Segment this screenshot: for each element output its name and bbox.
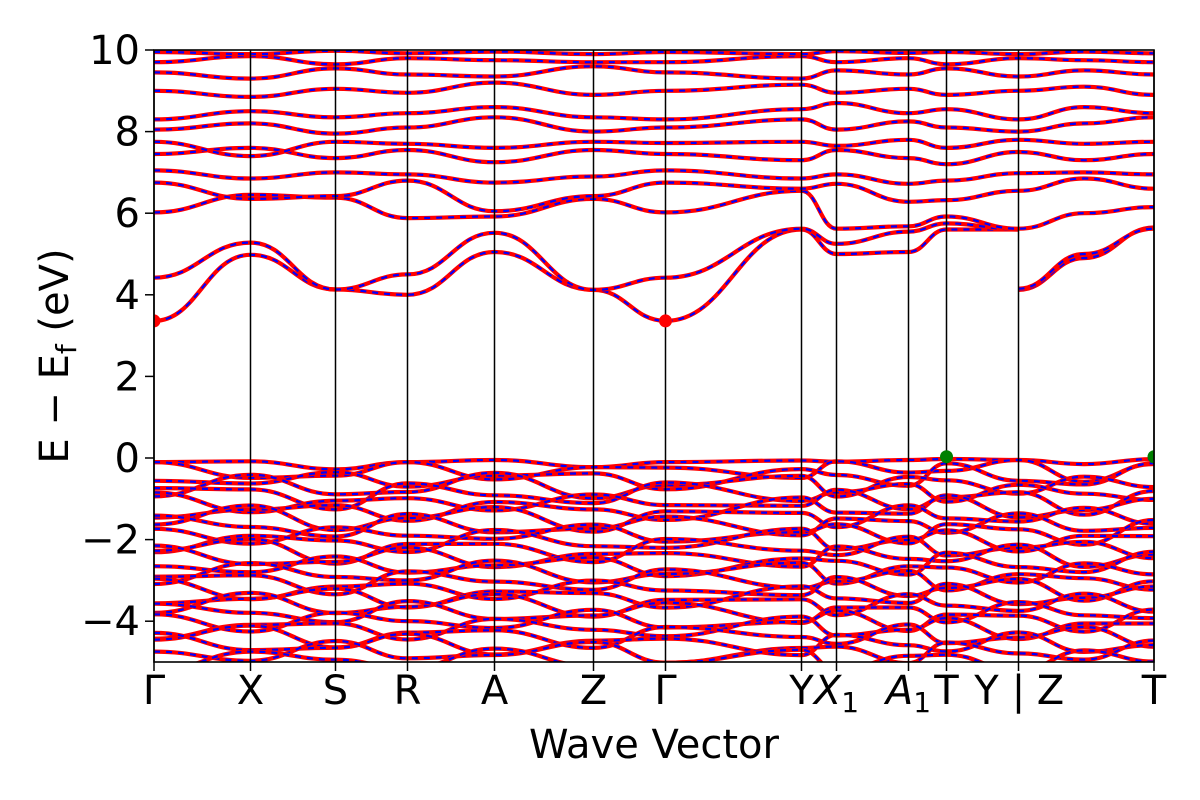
- y-tick-label: 4: [115, 273, 140, 319]
- y-axis-label-subscript: f: [50, 343, 83, 354]
- y-tick-label: 10: [89, 28, 140, 74]
- y-tick-label: 8: [115, 110, 140, 156]
- kpoint-lines: [153, 50, 1155, 662]
- plot-frame: [153, 49, 1155, 663]
- y-tick-label: 6: [115, 191, 140, 237]
- vbm-marker-4: [1147, 450, 1154, 464]
- conduction-band-cb4-spin-up: [154, 176, 1154, 214]
- x-tick-label: S: [323, 668, 348, 714]
- x-tick-label: Γ: [654, 668, 677, 714]
- vbm-marker-3: [940, 450, 953, 464]
- x-tick-label: |: [1012, 668, 1025, 714]
- valence-band-16-spin-down: [154, 568, 1154, 596]
- x-tick-label: Y: [973, 668, 999, 714]
- y-tick-label: 0: [115, 436, 140, 482]
- y-axis-ticks: −4 −2 0 2 4 6 8 10: [81, 28, 154, 645]
- conduction-band-cb1-spin-up: [154, 227, 1019, 324]
- conduction-band-cb12-spin-up: [154, 53, 1154, 67]
- y-tick-label: 2: [115, 354, 140, 400]
- valence-band-25-spin-up: [154, 638, 1154, 662]
- x-tick-label: A1: [883, 668, 931, 719]
- y-axis-label: E − Ef (eV): [32, 248, 83, 463]
- x-tick-label: T: [933, 668, 959, 714]
- y-axis-label-group: E − Ef (eV): [32, 248, 83, 463]
- conduction-band-cb13-spin-up: [154, 50, 1154, 57]
- y-axis-label-main: E − E: [32, 354, 78, 464]
- conduction-band-cb2c-spin-down: [1018, 227, 1154, 290]
- x-tick-label: R: [394, 668, 422, 714]
- y-tick-label: −4: [81, 599, 140, 645]
- bands-layer: [154, 50, 1154, 662]
- conduction-band-cb10-spin-up: [154, 80, 1154, 100]
- y-tick-label: −2: [81, 518, 140, 564]
- x-tick-label: X: [237, 668, 264, 714]
- valence-band-8-spin-down: [154, 504, 1154, 533]
- x-tick-label: X1: [812, 668, 859, 719]
- valence-band-19-spin-down: [154, 591, 1154, 618]
- valence-band-5-spin-down: [154, 481, 1154, 511]
- band-edge-markers: [154, 314, 1154, 464]
- x-tick-label: Γ: [143, 668, 166, 714]
- x-tick-label: Z: [580, 668, 607, 714]
- conduction-band-cb9-spin-up: [154, 100, 1154, 122]
- x-tick-label: Z: [1037, 668, 1064, 714]
- conduction-band-cb2b-spin-down: [1018, 226, 1154, 291]
- valence-band-18-spin-down: [154, 582, 1154, 609]
- cbm-marker-1: [154, 314, 161, 328]
- conduction-band-cb1-spin-down: [154, 228, 1019, 323]
- x-axis-ticks: Γ X S R A Z Γ Y X1 A1 T Y | Z T: [143, 662, 1167, 719]
- x-tick-label: T: [1141, 668, 1167, 714]
- y-axis-label-unit: (eV): [32, 248, 78, 344]
- valence-band-3-spin-down: [154, 462, 1154, 491]
- x-tick-label: Y: [788, 668, 814, 714]
- cbm-marker-2: [659, 314, 672, 328]
- conduction-band-cb6-spin-up: [154, 145, 1154, 167]
- x-tick-label: A: [481, 668, 509, 714]
- x-axis-label: Wave Vector: [529, 722, 780, 768]
